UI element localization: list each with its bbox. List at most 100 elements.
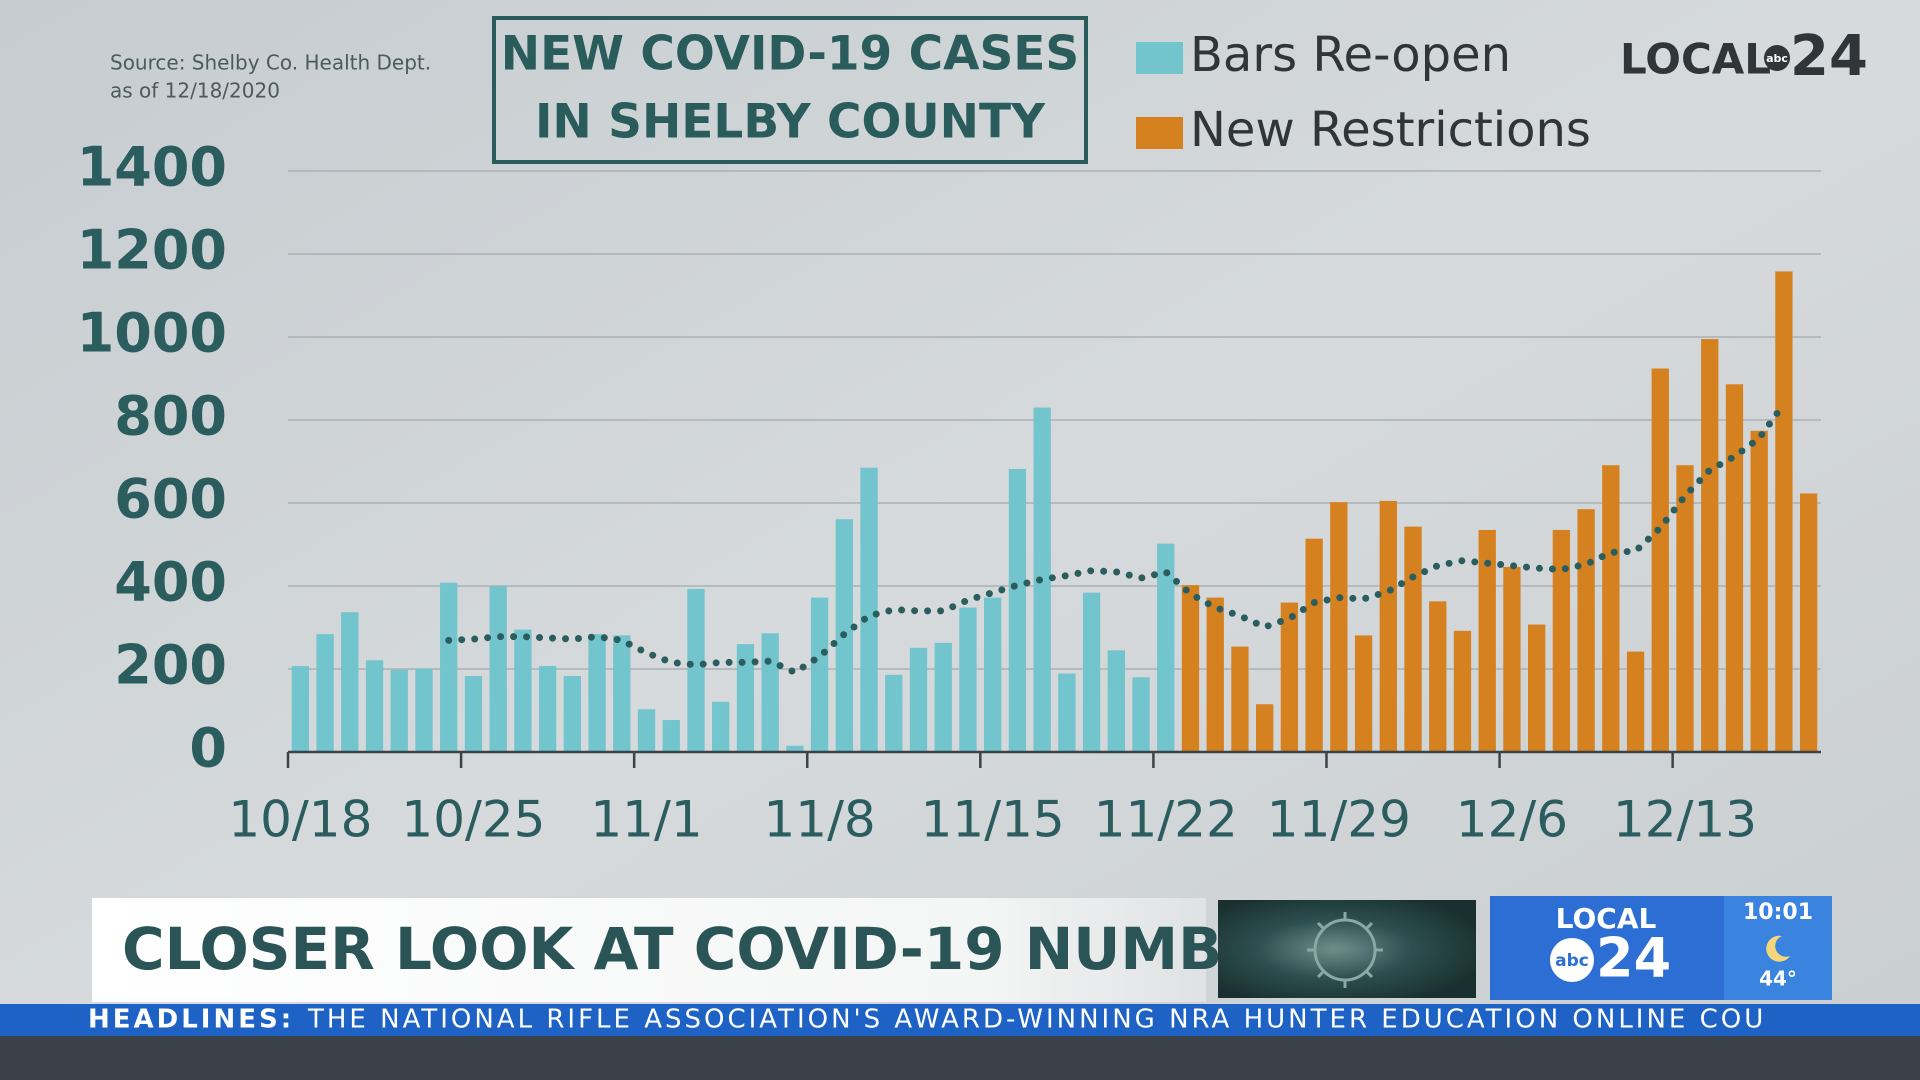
bar [712,701,730,752]
bar [1058,673,1076,752]
bar [1577,509,1595,752]
bar [1256,704,1274,752]
bar [1602,465,1620,752]
bar [1181,585,1200,752]
bar [1305,538,1323,752]
bar [1725,384,1744,752]
legend-swatch [1136,117,1183,149]
y-tick-label: 1200 [77,219,227,282]
bar [1651,368,1669,752]
bar [390,669,408,752]
bar [1157,543,1175,752]
bar [810,597,829,752]
y-tick-label: 1000 [77,302,227,365]
ticker-clip: THE NATIONAL RIFLE ASSOCIATION'S AWARD-W… [307,1005,1766,1035]
chart-title: NEW COVID-19 CASES [501,27,1080,82]
bar [736,644,755,752]
bar [786,745,804,752]
station-logo: LOCAL [1556,902,1657,935]
bar [1676,465,1694,752]
y-tick-label: 0 [189,717,227,780]
temperature: 44° [1759,967,1797,991]
bar [514,629,532,752]
virus-icon [1307,912,1383,988]
bar [291,666,310,752]
bar [1330,502,1348,752]
bar [563,676,582,752]
source-date: as of 12/18/2020 [110,79,280,103]
bar [637,709,656,752]
bar [860,467,878,752]
x-tick-label: 11/15 [921,791,1065,849]
x-tick-label: 10/25 [401,791,545,849]
x-tick-label: 11/1 [590,791,702,849]
ticker-text: THE NATIONAL RIFLE ASSOCIATION'S AWARD-W… [307,1005,1766,1035]
station-logo-number: 24 [1596,927,1671,990]
bar [588,634,606,752]
logo-circle [1764,45,1790,71]
x-tick-label: 11/29 [1267,791,1411,849]
bar [1354,635,1373,752]
bar [1404,526,1422,752]
bar [662,720,680,752]
bar [1775,271,1793,752]
logo-number: 24 [1790,24,1868,89]
bar [885,674,903,752]
bar [984,597,1002,752]
bar [341,612,359,752]
bar [1280,602,1299,752]
station-logo-box [1490,896,1724,1000]
bar [538,666,557,752]
bar [1082,592,1101,752]
chart-title: IN SHELBY COUNTY [535,95,1046,150]
y-tick-label: 800 [114,385,227,448]
y-tick-label: 1400 [77,136,227,199]
bar [489,586,507,752]
bar [464,676,483,752]
bar [1206,597,1224,752]
plot: 0 200 400 600 800 1000 1200 1400 Bars Re-open New… [77,27,1821,849]
legend-swatch [1136,42,1183,74]
bar [1478,529,1496,752]
bar [1453,630,1472,752]
bar [1701,339,1719,752]
bar [687,588,705,752]
bar [613,635,631,752]
logo-text: LOCAL [1620,35,1771,84]
title-box [492,16,1088,164]
legend-label: New Restrictions [1190,102,1591,158]
trend-line [445,400,1788,677]
bar [440,582,458,752]
bar [1626,651,1645,752]
lower-third [92,898,1206,1002]
weather-box [1724,896,1832,1000]
ticker [0,1004,1920,1036]
x-tick-label: 12/13 [1613,791,1757,849]
virus-image [1218,900,1476,998]
time: 10:01 [1743,900,1813,925]
y-tick-label: 400 [114,551,227,614]
bar [934,642,952,752]
y-tick-label: 200 [114,634,227,697]
x-tick-label: 11/8 [763,791,875,849]
headline: CLOSER LOOK AT COVID-19 NUMBERS [122,915,1348,983]
x-tick-label: 12/6 [1456,791,1568,849]
station-logo-abc: abc [1555,951,1589,971]
bar [316,634,334,752]
x-tick-label: 10/18 [228,791,372,849]
bar [1750,430,1768,752]
bar [1008,468,1027,752]
logo-abc: abc [1766,52,1788,65]
bar [1503,566,1521,752]
bar [761,633,779,752]
bar [1527,624,1546,752]
source: Source: Shelby Co. Health Dept. [110,51,431,75]
ticker-label: HEADLINES: [88,1005,294,1035]
station-logo-circle [1550,938,1594,982]
bar [1429,601,1447,752]
bar [1379,500,1397,752]
bar [1132,677,1150,752]
bar [909,647,928,752]
y-tick-label: 600 [114,468,227,531]
